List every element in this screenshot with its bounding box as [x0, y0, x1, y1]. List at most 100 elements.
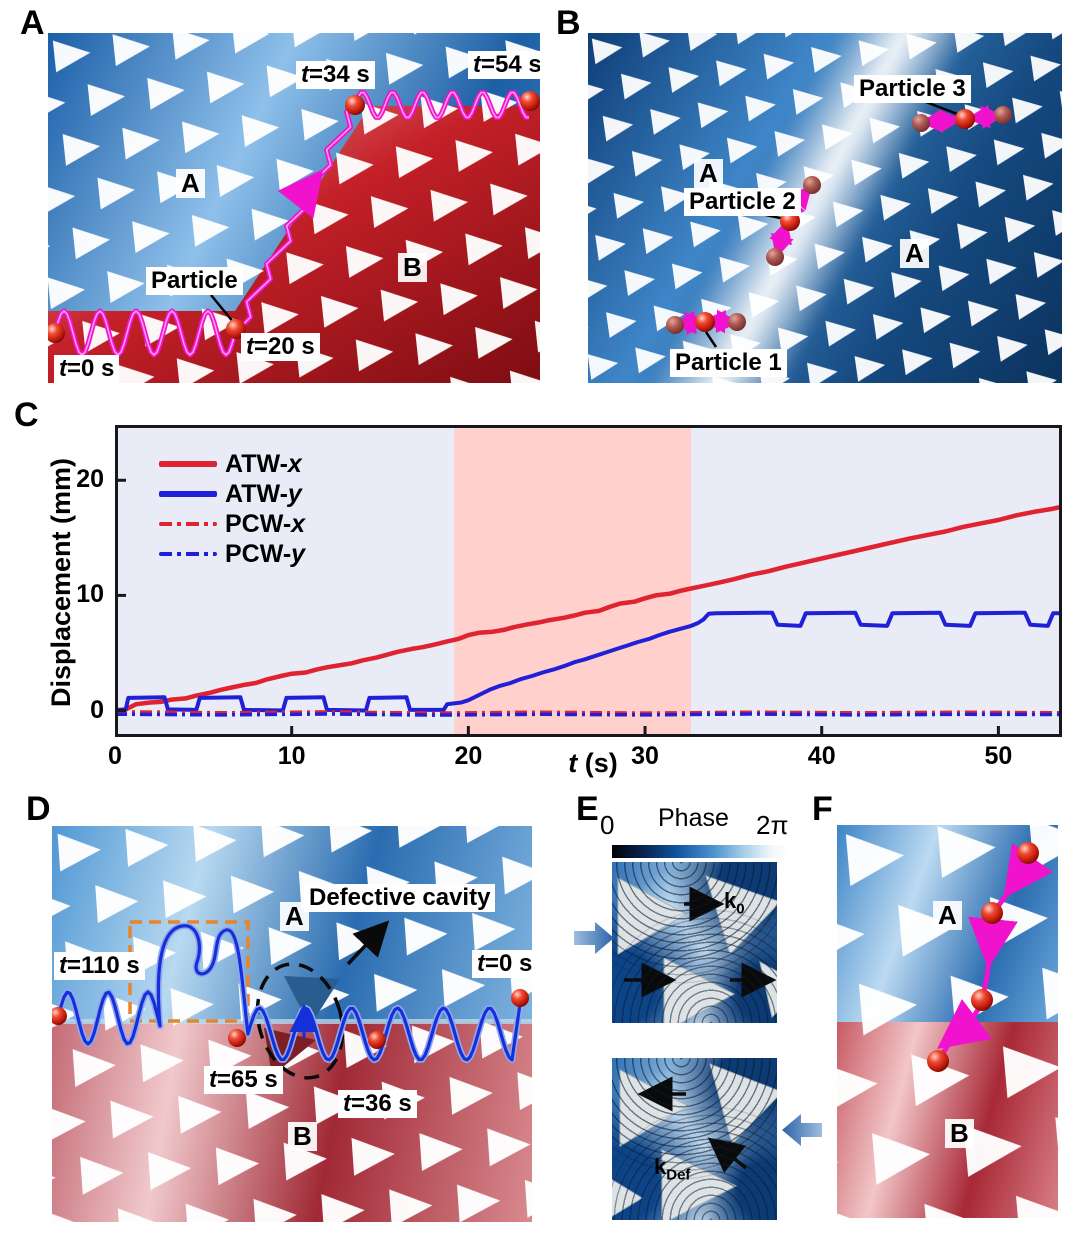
particle1-ghost-right — [728, 313, 746, 331]
chart-canvas — [113, 425, 1063, 737]
k0-label: k0 — [724, 888, 745, 918]
incident-wave-arrow-left-icon — [782, 1114, 822, 1146]
particle2-sphere — [780, 211, 800, 231]
timestamp-t65: t=65 s — [204, 1066, 283, 1094]
triangle-lattice — [588, 33, 1062, 383]
particle-sphere-t110 — [52, 1007, 67, 1025]
particle-sphere-t65 — [228, 1029, 246, 1047]
particle-sphere-t0 — [48, 323, 65, 343]
panel-f-letter: F — [812, 790, 833, 828]
particle-sphere-t0 — [511, 989, 529, 1007]
series-ATW-x — [114, 504, 1063, 713]
kdef-label: kDef — [654, 1154, 691, 1184]
panel-d-image: t=110 s t=0 s t=65 s t=36 s Defective ca… — [52, 826, 532, 1222]
region-a-label: A — [280, 902, 309, 931]
legend-label-pcw-y: PCW-y — [225, 539, 306, 568]
plot-spine — [115, 425, 1062, 737]
particle-sphere-t54 — [520, 91, 540, 111]
x-tick-label: 20 — [454, 742, 483, 770]
region-b-label: B — [945, 1119, 974, 1148]
cavity-pointer-arrow — [346, 920, 390, 966]
timestamp-t0: t=0 s — [54, 355, 120, 383]
particle-sphere-3 — [971, 989, 993, 1011]
panel-a-overlay — [48, 33, 540, 383]
legend-sample-atw-y — [159, 491, 217, 497]
x-tick-label: 40 — [807, 742, 836, 770]
region-a-label: A — [933, 901, 962, 930]
timestamp-t20: t=20 s — [241, 333, 320, 361]
particle-label: Particle — [146, 267, 243, 295]
legend-sample-pcw-x — [159, 521, 217, 527]
x-axis-label: t (s) — [568, 748, 618, 778]
phase-contours — [612, 1058, 777, 1220]
particle-sphere-2 — [981, 902, 1003, 924]
particle3-ghost-left — [912, 114, 930, 132]
particle-sphere-t36 — [368, 1031, 386, 1049]
panel-a-letter: A — [20, 4, 45, 42]
phase-colorbar — [612, 845, 788, 858]
legend-label-pcw-x: PCW-x — [225, 509, 306, 538]
colorbar-title: Phase — [658, 804, 729, 832]
particle2-ghost-bottom — [766, 248, 784, 266]
legend-item-pcw-y: PCW-y — [159, 539, 305, 569]
timestamp-t36: t=36 s — [338, 1090, 417, 1118]
legend-sample-atw-x — [159, 460, 217, 468]
colorbar-min-label: 0 — [600, 810, 615, 840]
incident-wave-arrow-right-icon — [574, 922, 614, 954]
defective-cavity-ellipse — [255, 962, 345, 1080]
region-a-label: A — [176, 169, 205, 198]
phase-field-k0: k0 — [612, 862, 777, 1023]
panel-f-overlay — [837, 825, 1058, 1218]
panel-f-image: A B — [837, 825, 1058, 1218]
x-tick-label: 50 — [984, 742, 1013, 770]
series-PCW-y — [114, 712, 1063, 717]
particle1-sphere — [695, 312, 715, 332]
actuation-highlight-region — [454, 425, 691, 737]
particle-trajectory-inner — [54, 91, 529, 356]
panel-b-overlay — [588, 33, 1062, 383]
defective-cavity-label: Defective cavity — [304, 884, 496, 912]
particle2-ghost-top — [803, 176, 821, 194]
defect-dark-blue-triangle — [284, 976, 340, 1026]
legend-item-atw-y: ATW-y — [159, 479, 305, 509]
triangle-lattice — [837, 825, 1058, 1218]
series-ATW-y — [115, 610, 1062, 713]
particle2-label: Particle 2 — [684, 188, 801, 216]
particle3-ghost-right — [994, 106, 1012, 124]
region-b-label: B — [398, 253, 427, 282]
particle-sphere-1 — [1017, 842, 1039, 864]
legend-item-atw-x: ATW-x — [159, 449, 305, 479]
timestamp-t34: t=34 s — [296, 61, 375, 89]
phase-contours — [612, 862, 777, 1023]
x-tick-label: 0 — [108, 742, 122, 770]
phase-field-kdef: kDef — [612, 1058, 777, 1220]
timestamp-t110: t=110 s — [54, 952, 145, 980]
x-tick-label: 30 — [631, 742, 659, 770]
colorbar-max-label: 2π — [756, 810, 789, 840]
panel-b-image: Particle 3 Particle 2 Particle 1 A A — [588, 33, 1062, 383]
legend-item-pcw-x: PCW-x — [159, 509, 305, 539]
displacement-chart: ATW-x ATW-y PCW-x PCW-y — [113, 425, 1063, 737]
region-b-label: B — [288, 1122, 317, 1151]
particle-sphere-t34 — [345, 95, 365, 115]
triangle-lattice — [48, 33, 540, 383]
y-tick-label: 0 — [90, 695, 104, 724]
panel-b-letter: B — [556, 4, 581, 42]
particle1-pointer-line — [704, 331, 718, 348]
y-tick-label: 20 — [76, 465, 104, 494]
region-a1-label: A — [694, 159, 723, 188]
legend-label-atw-y: ATW-y — [225, 479, 302, 508]
legend-sample-pcw-y — [159, 551, 217, 557]
panel-d-letter: D — [26, 790, 51, 828]
particle1-ghost-left — [666, 316, 684, 334]
particle-sphere-4 — [927, 1050, 949, 1072]
particle3-label: Particle 3 — [854, 75, 971, 103]
legend-label-atw-x: ATW-x — [225, 449, 302, 478]
particle1-label: Particle 1 — [670, 349, 787, 377]
timestamp-t0: t=0 s — [472, 950, 532, 978]
timestamp-t54: t=54 s — [468, 51, 540, 79]
x-tick-label: 10 — [277, 742, 306, 770]
particle-trajectory — [56, 924, 522, 1062]
panel-a-image: t=0 s Particle t=20 s t=34 s t=54 s A B — [48, 33, 540, 383]
